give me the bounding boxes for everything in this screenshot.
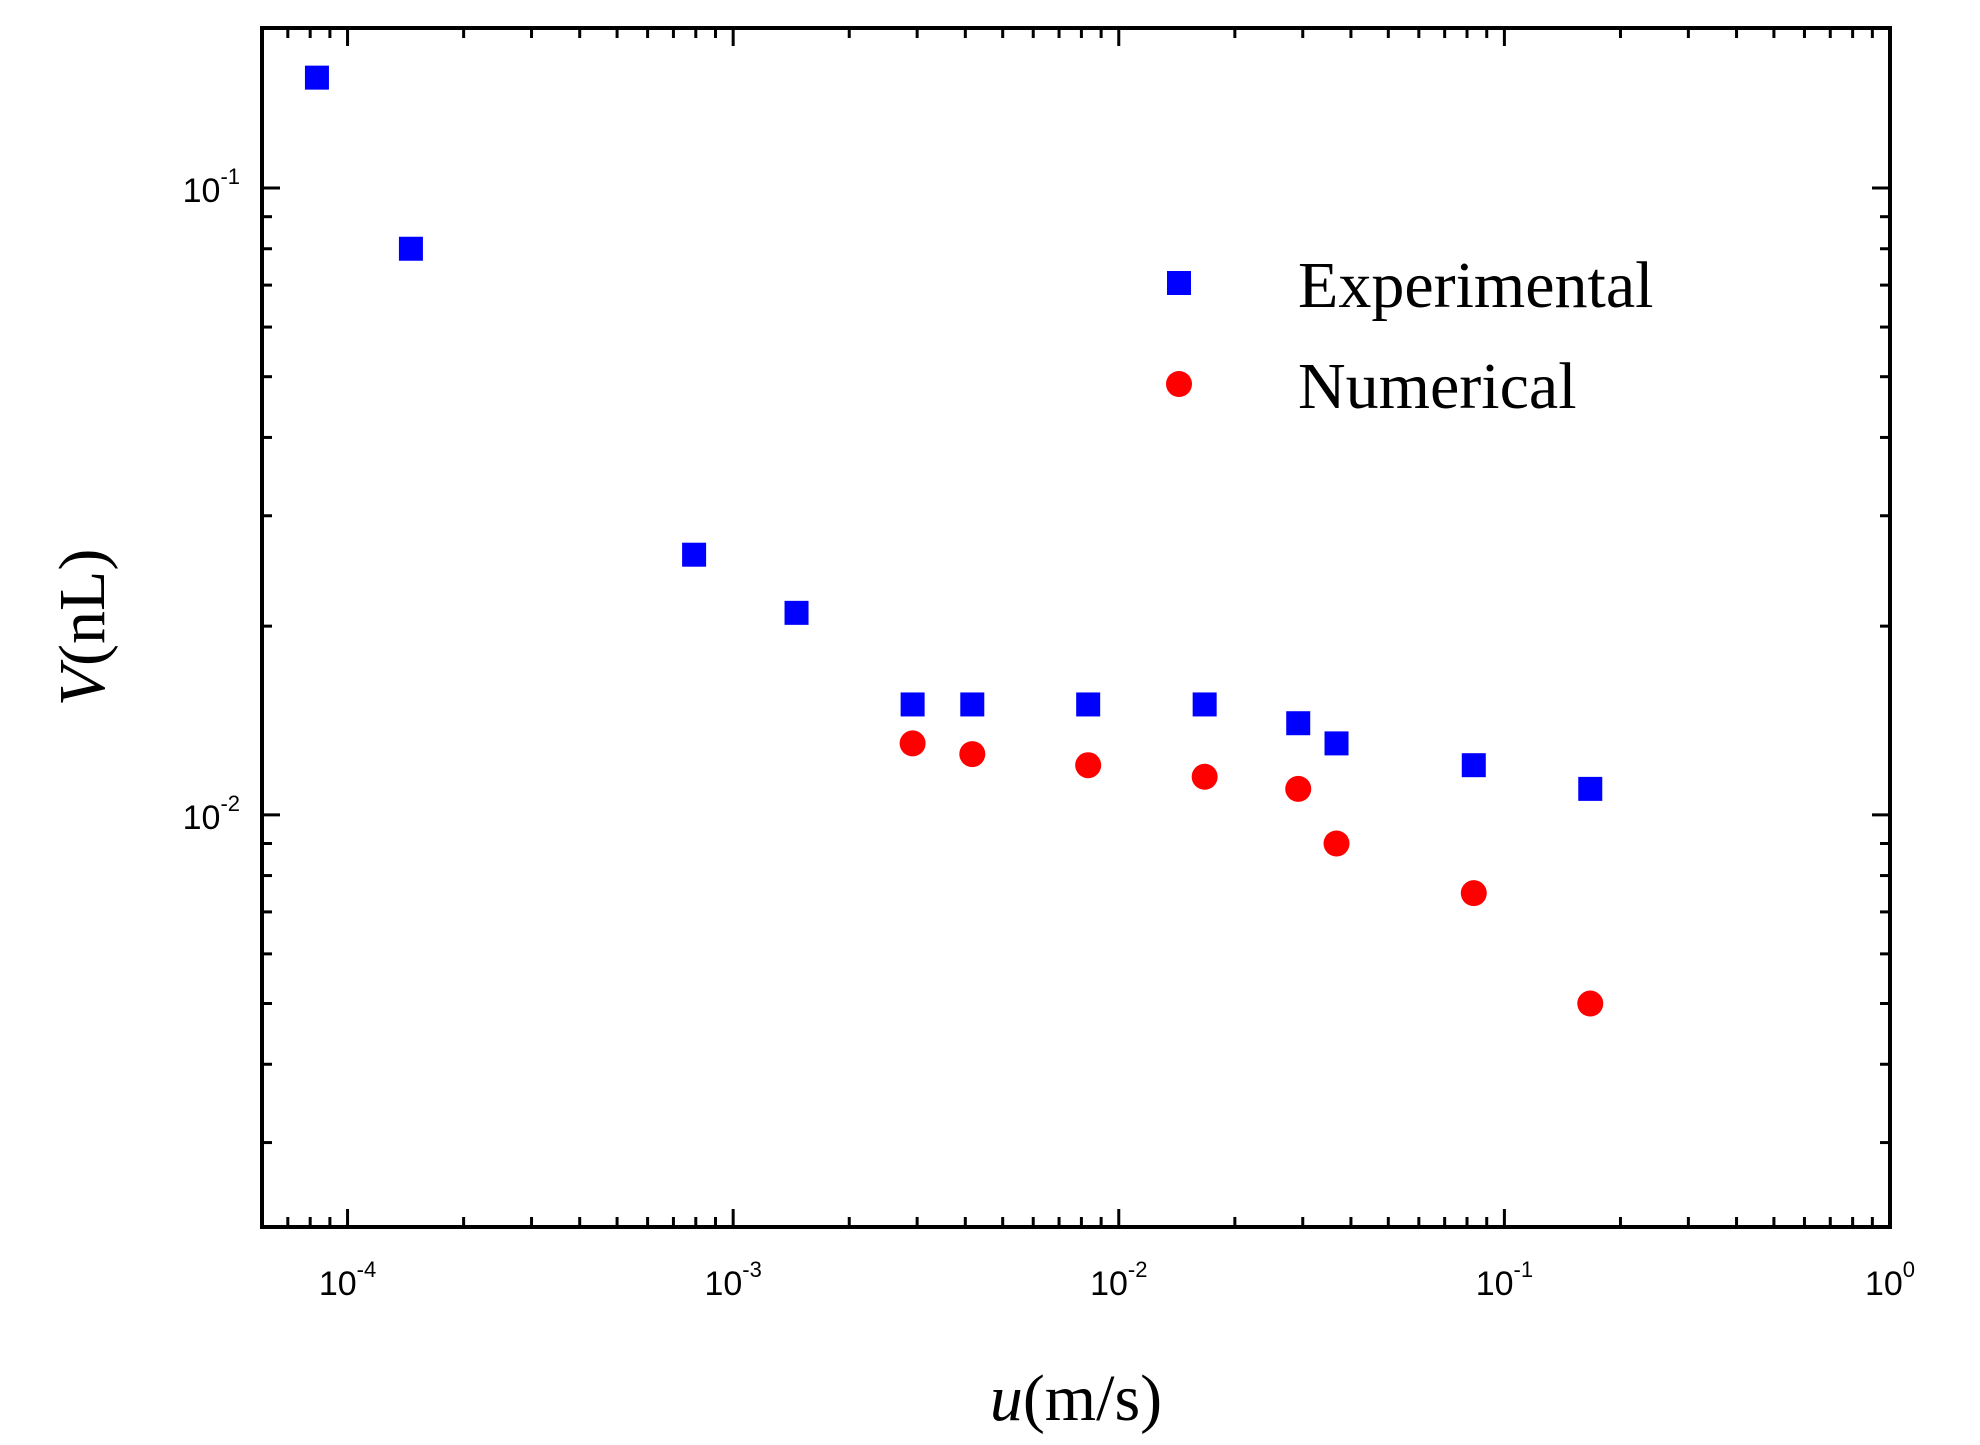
x-axis-symbol: u (990, 1362, 1023, 1435)
data-point-experimental (1192, 692, 1217, 717)
data-point-numerical (1191, 763, 1218, 790)
y-axis-title: V(nL) (46, 549, 119, 707)
data-point-experimental (682, 542, 707, 567)
x-tick-label: 100 (1865, 1257, 1915, 1303)
plot-frame (260, 26, 1892, 1229)
y-tick-labels: 10-2 10-1 (183, 164, 240, 837)
axes-layer (260, 26, 1892, 1229)
x-tick-label: 10-1 (1476, 1257, 1533, 1303)
y-axis-symbol: V (46, 659, 119, 706)
data-point-experimental (900, 692, 925, 717)
legend-label-numerical: Numerical (1298, 350, 1577, 423)
data-point-numerical (1075, 752, 1102, 779)
data-points (304, 65, 1604, 1017)
x-tick-labels: 10-4 10-3 10-2 10-1 100 (319, 1257, 1915, 1303)
data-point-numerical (1285, 775, 1312, 802)
data-point-experimental (1461, 753, 1486, 778)
series-experimental (304, 65, 1603, 801)
x-tick-label: 10-2 (1090, 1257, 1147, 1303)
data-point-experimental (1578, 776, 1603, 801)
legend-marker-experimental (1167, 271, 1191, 295)
x-tick-label: 10-3 (704, 1257, 761, 1303)
x-tick-label: 10-4 (319, 1257, 376, 1303)
data-point-experimental (960, 692, 985, 717)
data-point-numerical (899, 730, 926, 757)
legend-marker-numerical (1166, 371, 1192, 397)
x-axis-unit: (m/s) (1023, 1362, 1162, 1435)
legend: Experimental Numerical (1166, 249, 1654, 423)
y-tick-label: 10-2 (183, 791, 240, 837)
y-axis-unit: (nL) (46, 549, 119, 666)
series-numerical (899, 730, 1604, 1017)
x-axis-title: u(m/s) (990, 1362, 1162, 1435)
y-tick-label: 10-1 (183, 164, 240, 210)
data-point-numerical (1577, 990, 1604, 1017)
data-point-numerical (1460, 880, 1487, 907)
data-point-experimental (304, 65, 329, 90)
data-point-numerical (959, 741, 986, 768)
data-point-experimental (1324, 731, 1349, 756)
data-point-experimental (398, 236, 423, 261)
ticks-layer (260, 28, 1892, 1227)
data-point-numerical (1323, 830, 1350, 857)
data-point-experimental (1076, 692, 1101, 717)
data-point-experimental (784, 600, 809, 625)
data-point-experimental (1286, 711, 1311, 736)
legend-label-experimental: Experimental (1298, 249, 1654, 322)
